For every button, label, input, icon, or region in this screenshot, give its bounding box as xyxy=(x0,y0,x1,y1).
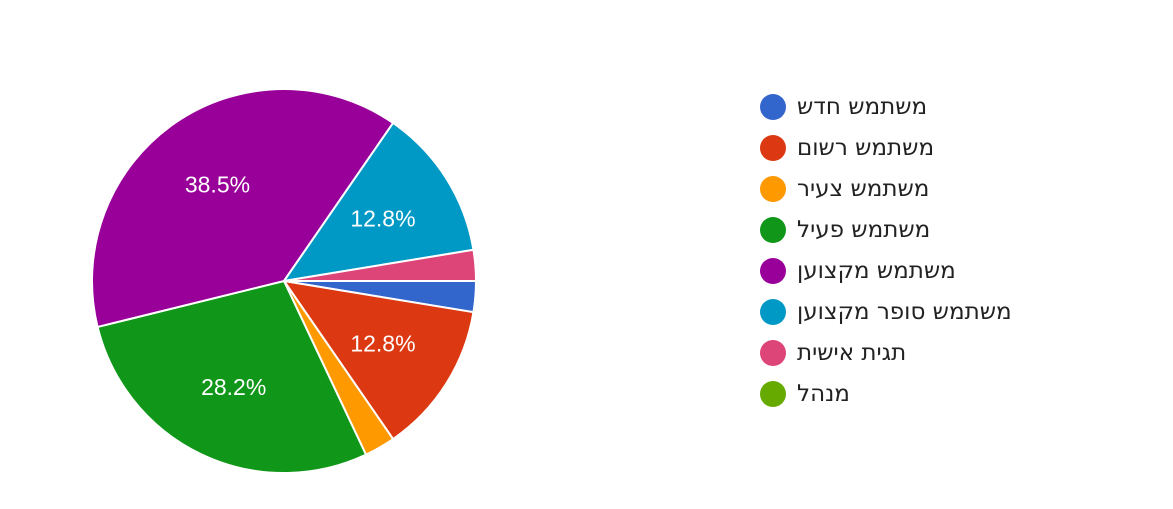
pie-data-labels: 12.8% 28.2% 38.5% 12.8% xyxy=(185,172,416,400)
legend-swatch xyxy=(760,216,786,243)
legend-item[interactable]: משתמש מקצוען xyxy=(760,250,1090,291)
legend-item[interactable]: משתמש סופר מקצוען xyxy=(760,291,1090,332)
slice-data-label-2: 12.8% xyxy=(350,331,415,357)
legend: משתמש חדש משתמש רשום משתמש צעיר משתמש פעיל מ… xyxy=(760,86,1090,414)
legend-label: משתמש פעיל xyxy=(797,216,931,243)
legend-swatch xyxy=(760,93,786,120)
pie-slice-5[interactable] xyxy=(91,88,395,329)
pie-slice-6[interactable] xyxy=(281,121,475,283)
slice-data-label-5: 38.5% xyxy=(185,172,250,198)
pie-slice-4[interactable] xyxy=(96,279,368,474)
legend-item[interactable]: משתמש חדש xyxy=(760,86,1090,127)
legend-item[interactable]: מנהל xyxy=(760,373,1090,414)
legend-swatch xyxy=(760,298,786,325)
slice-data-label-4: 28.2% xyxy=(201,374,266,400)
pie-slice-2[interactable] xyxy=(281,279,475,441)
legend-label: תגית אישית xyxy=(797,339,907,366)
legend-swatch xyxy=(760,257,786,284)
pie-slices xyxy=(91,88,478,474)
legend-item[interactable]: תגית אישית xyxy=(760,332,1090,373)
legend-item[interactable]: משתמש רשום xyxy=(760,127,1090,168)
legend-swatch xyxy=(760,380,786,407)
legend-label: מנהל xyxy=(797,380,850,407)
legend-label: משתמש חדש xyxy=(797,93,928,120)
legend-label: משתמש מקצוען xyxy=(797,257,956,284)
legend-swatch xyxy=(760,134,786,161)
legend-swatch xyxy=(760,339,786,366)
legend-item[interactable]: משתמש פעיל xyxy=(760,209,1090,250)
legend-label: משתמש סופר מקצוען xyxy=(797,298,1012,325)
legend-label: משתמש צעיר xyxy=(797,175,930,202)
legend-item[interactable]: משתמש צעיר xyxy=(760,168,1090,209)
legend-swatch xyxy=(760,175,786,202)
pie-slice-7[interactable] xyxy=(283,248,478,282)
legend-label: משתמש רשום xyxy=(797,134,935,161)
slice-data-label-6: 12.8% xyxy=(350,205,415,231)
